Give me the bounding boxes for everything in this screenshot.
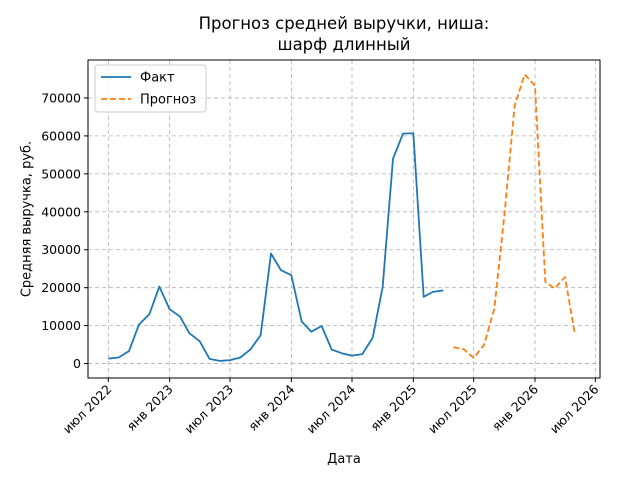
y-tick-label: 50000 [41, 166, 81, 181]
legend-label-fact: Факт [140, 71, 175, 86]
y-axis-label: Средняя выручка, руб. [20, 141, 35, 297]
plot-frame [87, 59, 601, 379]
y-tick-label: 30000 [41, 242, 81, 257]
x-tick-label: июл 2024 [303, 381, 358, 436]
legend: Факт Прогноз [94, 64, 207, 113]
y-tick-label: 10000 [41, 318, 81, 333]
x-axis-label: Дата [327, 452, 361, 467]
x-tick-label: июл 2023 [181, 382, 236, 437]
x-tick-label: июл 2022 [60, 382, 115, 437]
series-layer [108, 73, 576, 362]
x-tick-label: янв 2023 [124, 382, 176, 434]
grid [88, 60, 600, 378]
x-tick-label: янв 2025 [367, 382, 419, 434]
x-tick-label: июл 2026 [547, 381, 602, 436]
x-tick-label: янв 2024 [245, 381, 297, 433]
ticks: 0 10000 20000 30000 40000 50000 60000 70000 июл … [41, 90, 601, 436]
chart-title-line-2: шарф длинный [277, 35, 410, 54]
series-line-fact [108, 132, 444, 362]
series-line-forecast [453, 73, 576, 359]
x-tick-label: июл 2025 [425, 382, 480, 437]
y-tick-label: 60000 [41, 128, 81, 143]
chart-title-line-1: Прогноз средней выручки, ниша: [199, 14, 490, 33]
x-tick-label: янв 2026 [489, 381, 541, 433]
legend-label-forecast: Прогноз [140, 93, 196, 108]
y-tick-label: 70000 [41, 90, 81, 105]
y-tick-label: 20000 [41, 280, 81, 295]
y-tick-label: 40000 [41, 204, 81, 219]
y-tick-label: 0 [73, 356, 81, 371]
